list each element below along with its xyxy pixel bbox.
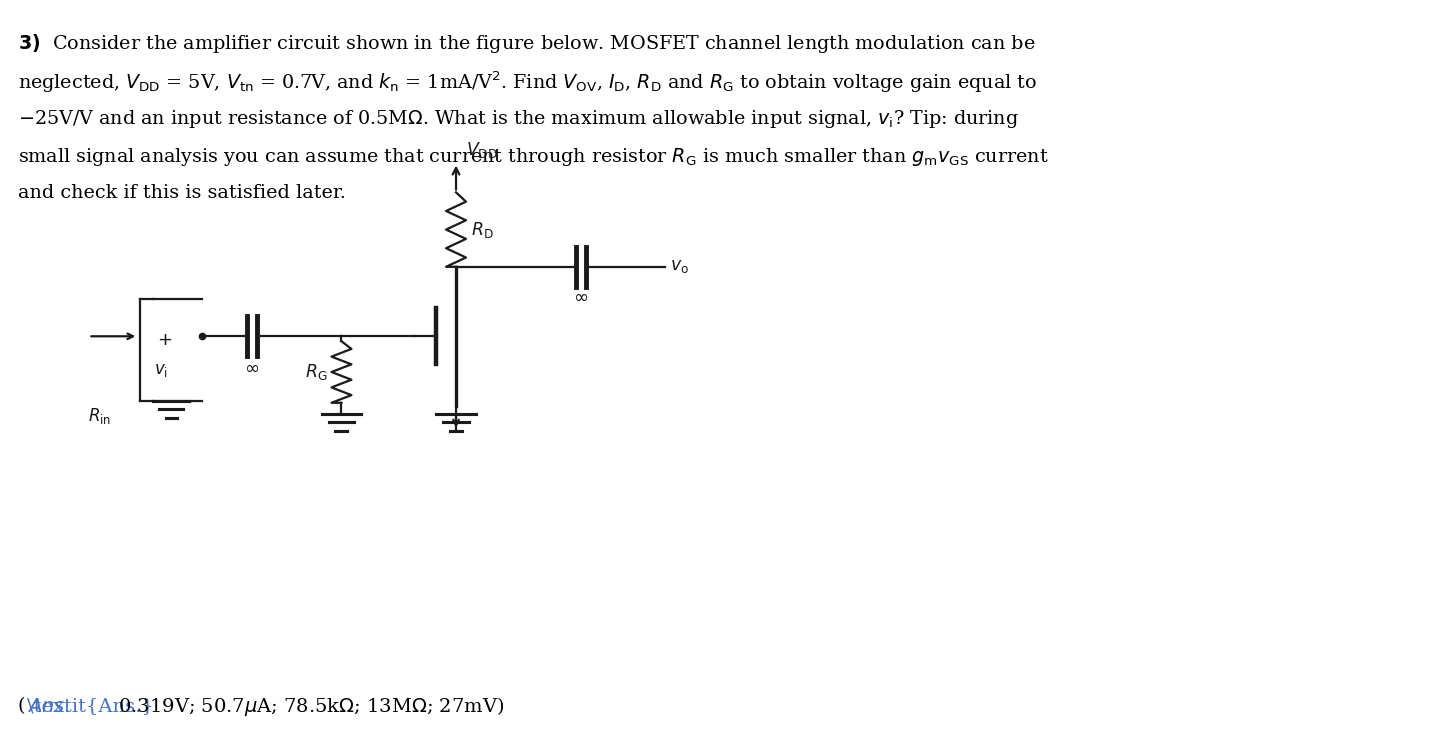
Text: (: ( [17, 698, 25, 716]
Text: $R_{\mathrm{D}}$: $R_{\mathrm{D}}$ [471, 219, 493, 240]
Text: $\mathit{Ans.}$: $\mathit{Ans.}$ [26, 698, 70, 716]
Text: $-$25V/V and an input resistance of 0.5M$\Omega$. What is the maximum allowable : $-$25V/V and an input resistance of 0.5M… [17, 108, 1019, 130]
Text: $\infty$: $\infty$ [573, 288, 589, 306]
Text: $V_{\mathrm{DD}}$: $V_{\mathrm{DD}}$ [465, 140, 497, 160]
Text: $R_{\mathrm{G}}$: $R_{\mathrm{G}}$ [304, 362, 328, 382]
Text: and check if this is satisfied later.: and check if this is satisfied later. [17, 185, 345, 203]
Text: small signal analysis you can assume that current through resistor $R_{\mathrm{G: small signal analysis you can assume tha… [17, 146, 1048, 168]
Text: $\mathbf{3)}$  Consider the amplifier circuit shown in the figure below. MOSFET : $\mathbf{3)}$ Consider the amplifier cir… [17, 32, 1035, 55]
Text: +: + [157, 330, 173, 348]
Text: \textit{Ans.}: \textit{Ans.} [26, 698, 154, 716]
Text: $v_{\mathrm{i}}$: $v_{\mathrm{i}}$ [154, 361, 168, 379]
Text: $v_{\mathrm{o}}$: $v_{\mathrm{o}}$ [670, 258, 689, 276]
Text: neglected, $V_{\mathrm{DD}}$ = 5V, $V_{\mathrm{tn}}$ = 0.7V, and $k_{\mathrm{n}}: neglected, $V_{\mathrm{DD}}$ = 5V, $V_{\… [17, 70, 1037, 95]
Text: 0.319V; 50.7$\mu$A; 78.5k$\Omega$; 13M$\Omega$; 27mV): 0.319V; 50.7$\mu$A; 78.5k$\Omega$; 13M$\… [112, 695, 505, 718]
Text: $R_{\mathrm{in}}$: $R_{\mathrm{in}}$ [88, 406, 112, 426]
Text: $\infty$: $\infty$ [244, 359, 260, 377]
